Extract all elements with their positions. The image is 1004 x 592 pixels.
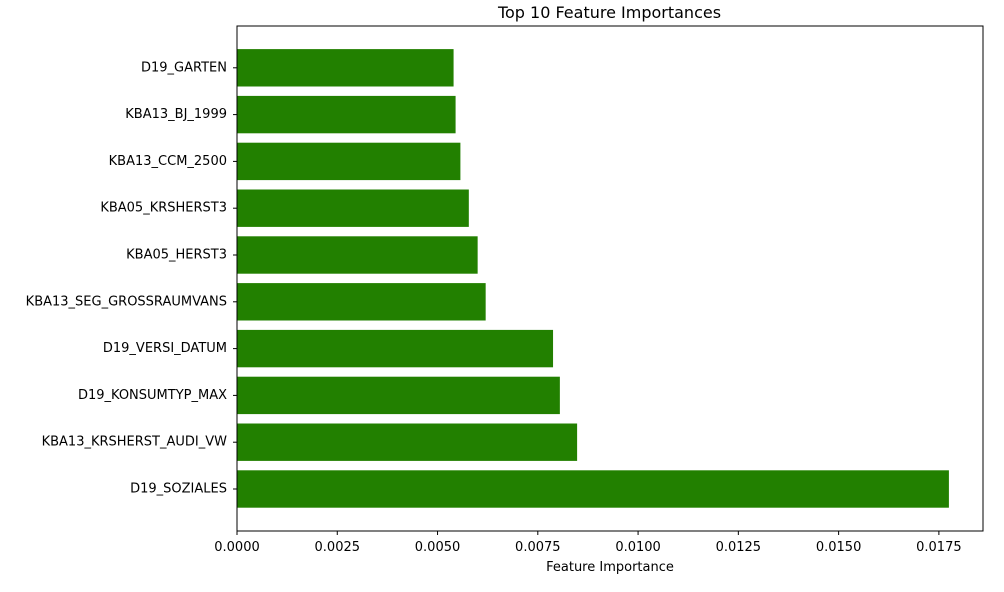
bars-group [237, 49, 949, 508]
y-tick-label: D19_SOZIALES [130, 482, 227, 497]
y-tick-label: KBA13_CCM_2500 [109, 154, 227, 169]
x-tick-label: 0.0125 [716, 540, 762, 555]
x-tick-label: 0.0150 [816, 540, 862, 555]
y-axis-ticks: D19_SOZIALES KBA13_KRSHERST_AUDI_VW D19_KO… [26, 60, 237, 497]
y-tick-label: KBA05_KRSHERST3 [100, 201, 227, 216]
x-axis-label: Feature Importance [546, 560, 674, 575]
chart-title: Top 10 Feature Importances [497, 3, 721, 22]
y-tick-label: D19_KONSUMTYP_MAX [78, 388, 227, 403]
y-tick-label: KBA13_KRSHERST_AUDI_VW [42, 435, 228, 450]
plot-frame [236, 25, 984, 532]
bar [237, 49, 454, 87]
y-tick-label: D19_VERSI_DATUM [103, 341, 227, 356]
x-axis-ticks: 0.0000 0.0025 0.0050 0.0075 0.0100 0.0125 0.01… [214, 531, 962, 555]
x-tick-label: 0.0050 [415, 540, 461, 555]
bar [237, 189, 469, 227]
bar [237, 470, 949, 508]
y-tick-label: KBA13_SEG_GROSSRAUMVANS [26, 294, 227, 309]
x-tick-label: 0.0025 [315, 540, 361, 555]
bar [237, 142, 461, 181]
bar [237, 423, 578, 461]
bar [237, 236, 478, 274]
bar [237, 95, 456, 134]
x-tick-label: 0.0175 [916, 540, 962, 555]
y-tick-label: KBA05_HERST3 [126, 248, 227, 263]
y-tick-label: KBA13_BJ_1999 [125, 107, 227, 122]
x-tick-label: 0.0000 [214, 540, 260, 555]
bar [237, 283, 486, 321]
y-tick-label: D19_GARTEN [141, 60, 227, 75]
bar [237, 329, 554, 368]
x-tick-label: 0.0100 [615, 540, 661, 555]
bar [237, 376, 560, 415]
x-tick-label: 0.0075 [515, 540, 561, 555]
